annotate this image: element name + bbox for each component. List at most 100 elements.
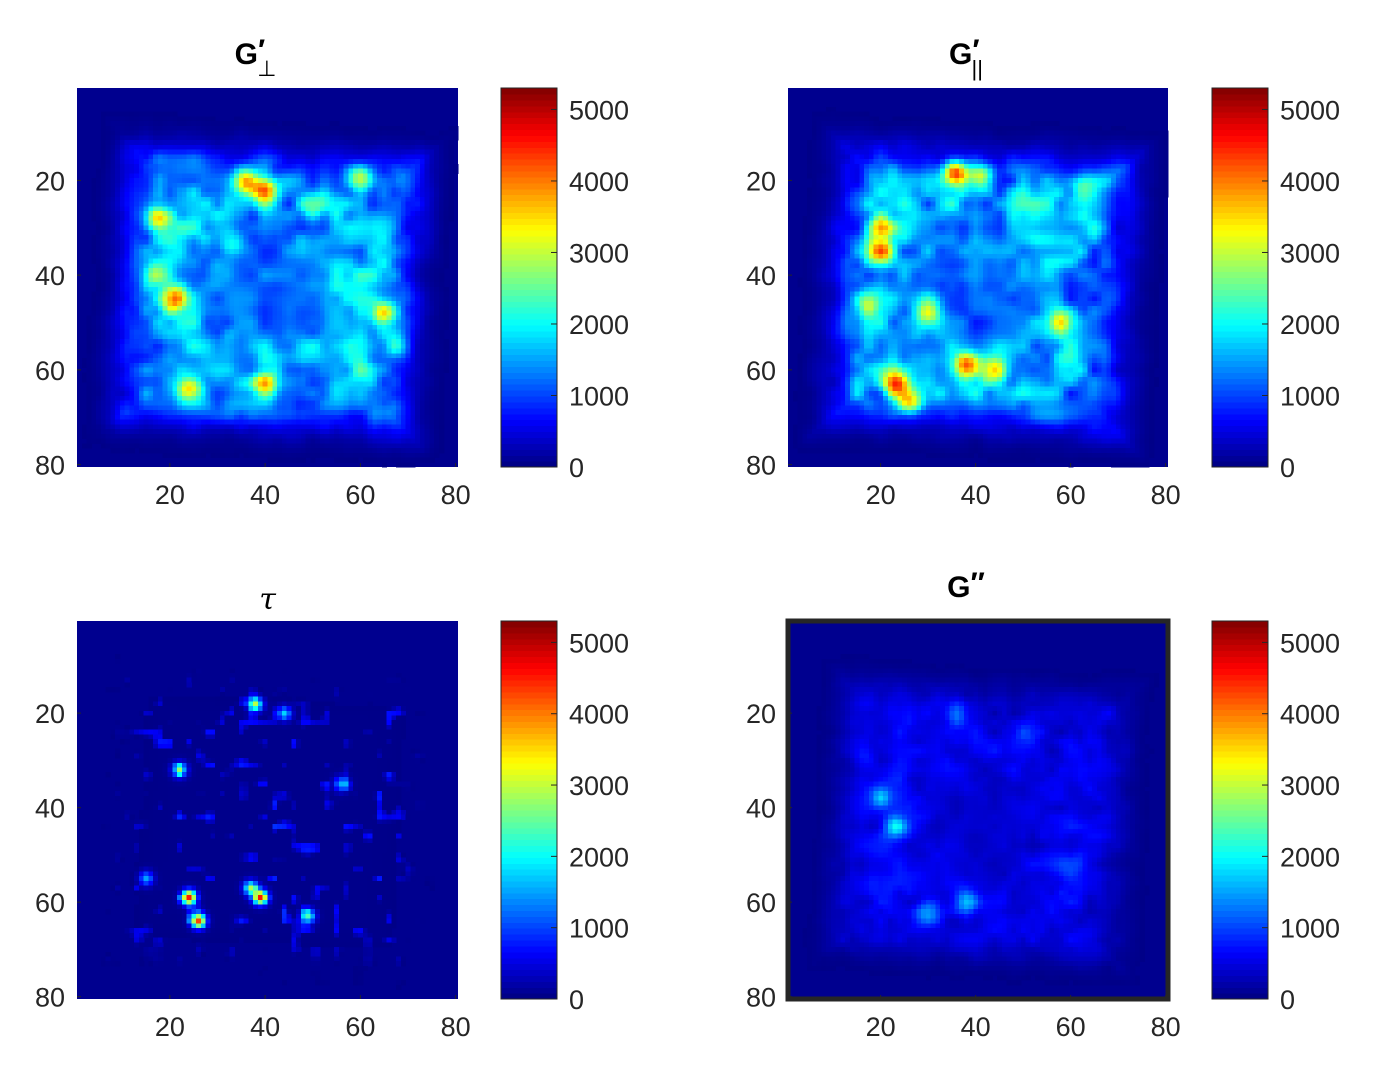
heatmap-cell bbox=[381, 310, 388, 316]
heatmap-cell bbox=[134, 187, 140, 193]
heatmap-cell bbox=[119, 130, 126, 136]
heatmap-cell bbox=[238, 386, 245, 392]
heatmap-cell bbox=[267, 130, 273, 136]
heatmap-cell bbox=[377, 286, 383, 293]
heatmap-cell bbox=[124, 277, 130, 283]
heatmap-cell bbox=[138, 372, 145, 378]
heatmap-cell bbox=[357, 225, 364, 231]
heatmap-cell bbox=[272, 310, 278, 316]
heatmap-cell bbox=[315, 149, 321, 155]
heatmap-cell bbox=[305, 230, 311, 236]
heatmap-cell bbox=[438, 154, 445, 160]
heatmap-cell bbox=[434, 135, 440, 141]
heatmap-cell bbox=[434, 187, 440, 193]
heatmap-cell bbox=[334, 173, 340, 179]
heatmap-cell bbox=[277, 211, 283, 217]
heatmap-cell bbox=[357, 249, 364, 255]
heatmap-cell bbox=[381, 277, 388, 283]
heatmap-cell bbox=[129, 405, 135, 411]
heatmap-cell bbox=[148, 182, 154, 189]
heatmap-cell bbox=[410, 405, 416, 411]
heatmap-cell bbox=[315, 187, 321, 193]
heatmap-cell bbox=[405, 386, 411, 392]
heatmap-cell bbox=[167, 178, 173, 184]
heatmap-cell bbox=[434, 220, 440, 226]
heatmap-cell bbox=[210, 234, 216, 241]
heatmap-cell bbox=[319, 391, 326, 397]
heatmap-cell bbox=[153, 234, 159, 241]
heatmap-cell bbox=[124, 263, 130, 269]
heatmap-cell bbox=[381, 358, 388, 364]
heatmap-cell bbox=[224, 239, 230, 245]
heatmap-cell bbox=[329, 125, 335, 132]
heatmap-cell bbox=[162, 201, 169, 208]
heatmap-cell bbox=[186, 367, 192, 373]
heatmap-cell bbox=[157, 296, 164, 302]
heatmap-cell bbox=[115, 329, 121, 335]
heatmap-cell bbox=[310, 196, 316, 203]
heatmap-cell bbox=[177, 163, 183, 170]
heatmap-cell bbox=[377, 206, 383, 212]
heatmap-cell bbox=[400, 225, 407, 231]
heatmap-cell bbox=[124, 310, 130, 316]
heatmap-cell bbox=[243, 253, 250, 260]
heatmap-cell bbox=[100, 182, 107, 189]
heatmap-cell bbox=[134, 239, 140, 245]
heatmap-cell bbox=[105, 215, 111, 222]
heatmap-cell bbox=[138, 405, 145, 411]
heatmap-cell bbox=[253, 154, 259, 160]
heatmap-cell bbox=[272, 372, 278, 378]
heatmap-cell bbox=[219, 324, 226, 331]
heatmap-cell bbox=[343, 315, 350, 321]
heatmap-cell bbox=[238, 410, 245, 416]
heatmap-cell bbox=[186, 130, 192, 136]
heatmap-cell bbox=[362, 310, 369, 316]
heatmap-cell bbox=[134, 249, 140, 255]
heatmap-cell bbox=[391, 339, 397, 345]
heatmap-cell bbox=[153, 372, 159, 378]
heatmap-cell bbox=[262, 372, 269, 378]
heatmap-cell bbox=[353, 305, 359, 312]
heatmap-cell bbox=[224, 263, 230, 269]
heatmap-cell bbox=[415, 192, 421, 198]
heatmap-cell bbox=[229, 286, 235, 293]
heatmap-cell bbox=[434, 182, 440, 189]
heatmap-cell bbox=[248, 277, 254, 283]
heatmap-cell bbox=[305, 282, 311, 288]
heatmap-cell bbox=[115, 433, 121, 440]
heatmap-cell bbox=[429, 400, 435, 407]
heatmap-cell bbox=[405, 253, 411, 260]
heatmap-cell bbox=[96, 362, 102, 369]
heatmap-cell bbox=[348, 367, 354, 373]
heatmap-cell bbox=[391, 220, 397, 226]
heatmap-cell bbox=[267, 163, 273, 170]
heatmap-cell bbox=[129, 429, 135, 435]
heatmap-cell bbox=[324, 130, 331, 136]
heatmap-cell bbox=[319, 324, 326, 331]
heatmap-cell bbox=[262, 234, 269, 241]
heatmap-cell bbox=[200, 419, 207, 425]
heatmap-cell bbox=[448, 130, 454, 136]
heatmap-cell bbox=[300, 320, 307, 326]
heatmap-cell bbox=[315, 263, 321, 269]
heatmap-cell bbox=[253, 400, 259, 407]
heatmap-cell bbox=[110, 386, 116, 392]
heatmap-cell bbox=[381, 339, 388, 345]
heatmap-cell bbox=[157, 291, 164, 298]
heatmap-cell bbox=[324, 429, 331, 435]
heatmap-cell bbox=[319, 215, 326, 222]
heatmap-cell bbox=[438, 362, 445, 369]
heatmap-cell bbox=[305, 320, 311, 326]
heatmap-cell bbox=[86, 372, 92, 378]
heatmap-cell bbox=[153, 286, 159, 293]
heatmap-cell bbox=[386, 168, 392, 174]
heatmap-cell bbox=[410, 353, 416, 359]
heatmap-cell bbox=[110, 168, 116, 174]
heatmap-cell bbox=[119, 324, 126, 331]
heatmap-cell bbox=[438, 358, 445, 364]
heatmap-cell bbox=[177, 121, 183, 127]
heatmap-cell bbox=[124, 424, 130, 430]
heatmap-cell bbox=[277, 315, 283, 321]
heatmap-cell bbox=[377, 253, 383, 260]
heatmap-cell bbox=[181, 305, 188, 312]
